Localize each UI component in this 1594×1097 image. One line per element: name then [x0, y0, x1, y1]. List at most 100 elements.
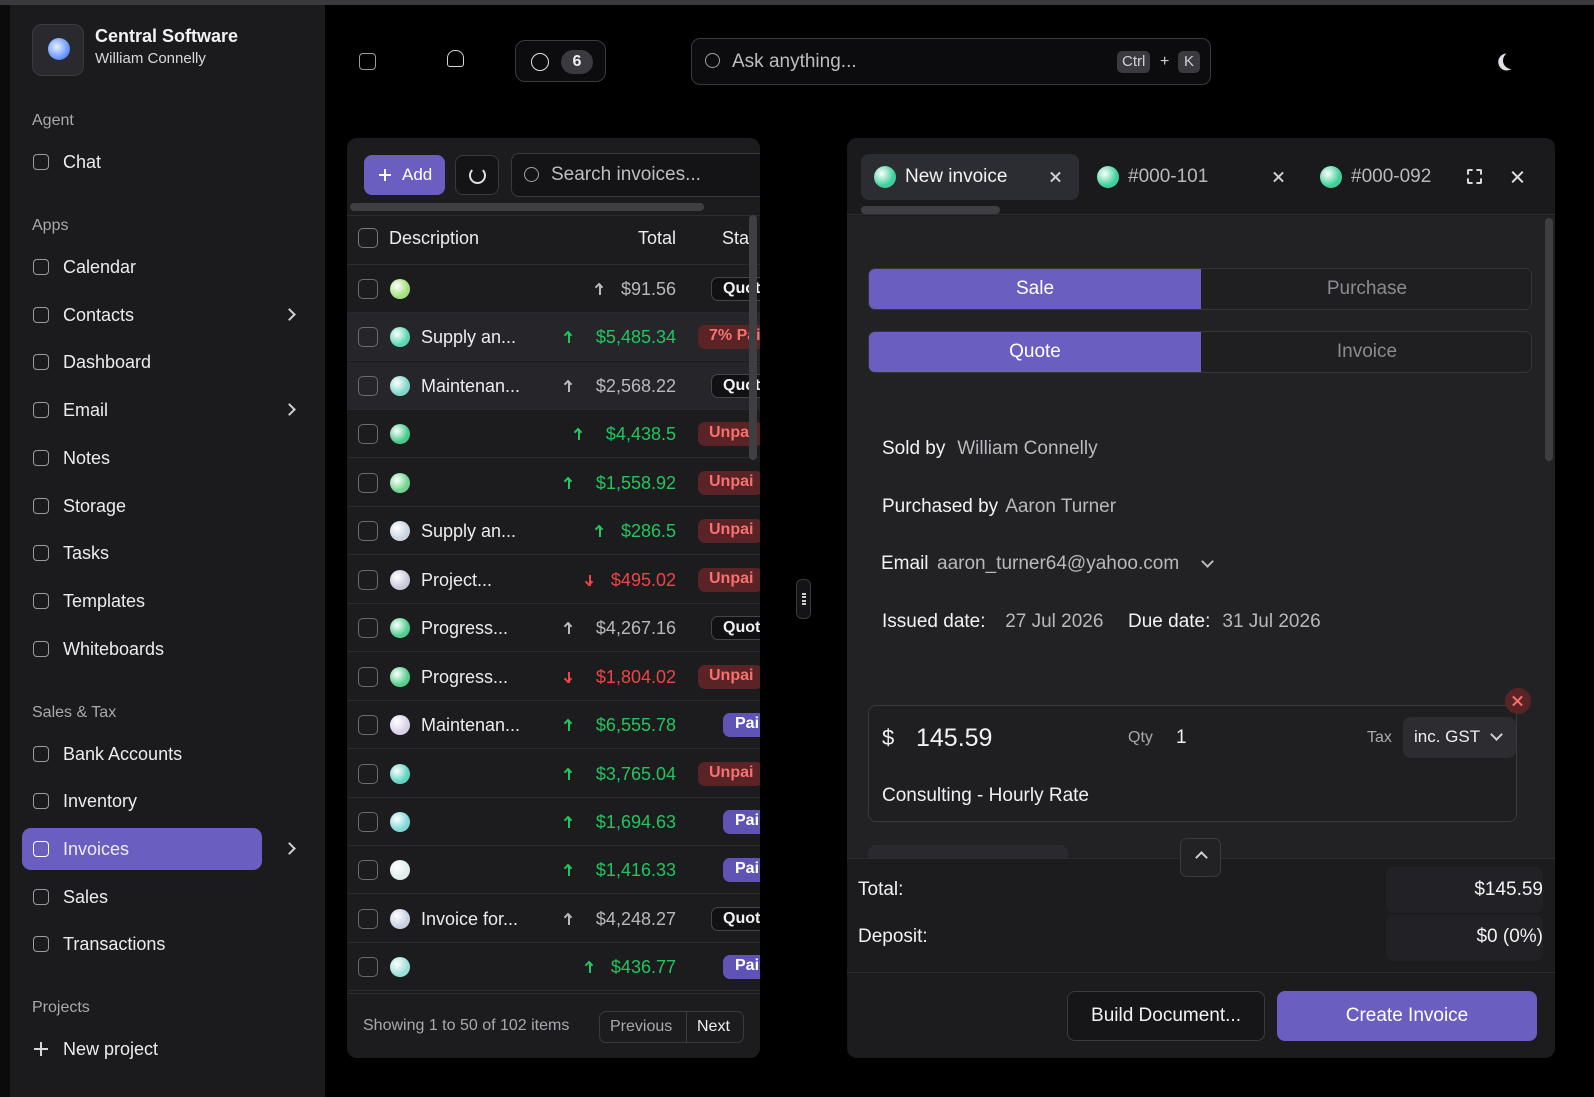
toggle-option[interactable]: Purchase	[1326, 278, 1408, 299]
nav-item[interactable]: Notes	[63, 447, 111, 468]
active-nav-bg[interactable]	[22, 828, 262, 870]
invoice-row[interactable]	[347, 507, 760, 556]
field-value[interactable]: 31 Jul 2026	[1222, 611, 1321, 632]
nav-item[interactable]: Invoices	[63, 839, 130, 859]
build-document-button[interactable]: Build Document...	[1067, 991, 1265, 1041]
invoice-row[interactable]	[347, 894, 760, 943]
toggle-option[interactable]: Quote	[869, 332, 1201, 372]
previous-button[interactable]: Previous	[610, 1018, 673, 1035]
invoice-row[interactable]	[347, 943, 760, 992]
field-value[interactable]: aaron_turner64@yahoo.com	[937, 553, 1180, 574]
invoice-search[interactable]: Search invoices...	[511, 153, 760, 197]
toggle-option[interactable]: Invoice	[1336, 341, 1398, 362]
header-checkbox[interactable]	[358, 228, 378, 248]
row-checkbox[interactable]	[358, 424, 378, 445]
nav-item[interactable]: Whiteboards	[63, 638, 165, 659]
row-checkbox[interactable]	[358, 521, 378, 542]
row-checkbox[interactable]	[358, 666, 378, 687]
nav-item[interactable]: Chat	[63, 152, 102, 172]
editor-tab[interactable]: #000-101	[1084, 154, 1302, 200]
list-footer	[347, 993, 760, 1058]
qty-input[interactable]: 1	[1176, 727, 1187, 748]
row-total: $286.5	[620, 521, 676, 542]
row-checkbox[interactable]	[358, 957, 378, 978]
add-button[interactable]: Add	[364, 155, 445, 195]
amount-input[interactable]: 145.59	[916, 724, 993, 752]
invoice-row[interactable]	[347, 265, 760, 313]
tab-label: New invoice	[905, 166, 1008, 187]
row-avatar	[390, 666, 410, 687]
nav-icon	[33, 449, 49, 466]
invoice-row[interactable]	[347, 555, 760, 604]
row-checkbox[interactable]	[358, 618, 378, 639]
row-checkbox[interactable]	[358, 811, 378, 832]
field-value[interactable]: William Connelly	[957, 438, 1098, 459]
create-invoice-button[interactable]: Create Invoice	[1277, 991, 1537, 1041]
row-checkbox[interactable]	[358, 715, 378, 736]
nav-item[interactable]: New project	[63, 1039, 159, 1060]
nav-item[interactable]: Sales	[63, 886, 109, 907]
section-label: Agent	[32, 112, 74, 129]
invoice-row[interactable]	[347, 361, 760, 410]
nav-item[interactable]: Inventory	[63, 791, 138, 812]
nav-item[interactable]: Bank Accounts	[63, 743, 183, 764]
invoice-row[interactable]	[347, 701, 760, 750]
theme-toggle-icon[interactable]	[1501, 50, 1523, 72]
row-checkbox[interactable]	[358, 860, 378, 881]
nav-item[interactable]: Dashboard	[63, 352, 152, 373]
expand-icon[interactable]	[1467, 169, 1482, 184]
tax-select[interactable]: inc. GST	[1403, 717, 1516, 758]
editor-tab[interactable]: #000-092	[1307, 154, 1525, 200]
tab-avatar	[874, 166, 896, 188]
nav-icon	[33, 154, 49, 170]
refresh-button[interactable]	[455, 155, 499, 195]
row-checkbox[interactable]	[358, 327, 378, 348]
remove-line-button[interactable]	[1505, 688, 1531, 714]
nav-icon	[33, 306, 49, 323]
invoice-row[interactable]	[347, 749, 760, 798]
row-checkbox[interactable]	[358, 569, 378, 590]
row-total: $4,248.27	[595, 908, 676, 929]
next-button[interactable]: Next	[697, 1018, 730, 1035]
nav-item[interactable]: Transactions	[63, 934, 166, 955]
row-checkbox[interactable]	[358, 763, 378, 784]
nav-item[interactable]: Tasks	[63, 543, 110, 564]
invoice-row[interactable]	[347, 604, 760, 653]
pagination: Previous Next	[599, 1011, 744, 1043]
resize-handle[interactable]	[796, 579, 811, 619]
invoice-row[interactable]	[347, 458, 760, 507]
line-description[interactable]: Consulting - Hourly Rate	[882, 785, 1089, 806]
shortcut-key: Ctrl	[1117, 51, 1151, 73]
status-badge: Pai	[723, 809, 760, 834]
toggle-option[interactable]: Sale	[869, 269, 1201, 309]
alarm-button[interactable]: 6	[515, 40, 606, 82]
row-avatar	[390, 860, 410, 881]
ask-search[interactable]: Ask anything... Ctrl + K	[691, 38, 1211, 85]
chevron-icon	[1195, 851, 1208, 864]
row-checkbox[interactable]	[358, 472, 378, 493]
invoice-row[interactable]	[347, 652, 760, 701]
nav-icon	[33, 592, 49, 609]
chevron-icon	[283, 403, 296, 416]
invoice-row[interactable]	[347, 313, 760, 362]
total-value: $145.59	[1474, 879, 1543, 900]
editor-tab[interactable]: New invoice	[861, 154, 1079, 200]
deposit-box[interactable]	[1386, 915, 1543, 961]
org-logo	[48, 38, 70, 60]
horizontal-scrollbar	[350, 203, 704, 211]
row-checkbox[interactable]	[358, 279, 378, 299]
nav-item[interactable]: Contacts	[63, 304, 135, 325]
nav-item[interactable]: Templates	[63, 590, 146, 611]
invoice-row[interactable]	[347, 846, 760, 895]
nav-item[interactable]: Storage	[63, 495, 127, 516]
row-total: $1,694.63	[595, 811, 676, 832]
collapse-button[interactable]	[1180, 838, 1221, 877]
row-checkbox[interactable]	[358, 375, 378, 396]
field-value[interactable]: Aaron Turner	[1005, 496, 1117, 517]
invoice-row[interactable]	[347, 410, 760, 459]
nav-item[interactable]: Calendar	[63, 257, 137, 277]
row-checkbox[interactable]	[358, 908, 378, 929]
invoice-row[interactable]	[347, 797, 760, 846]
nav-item[interactable]: Email	[63, 400, 109, 421]
field-value[interactable]: 27 Jul 2026	[1005, 611, 1104, 632]
